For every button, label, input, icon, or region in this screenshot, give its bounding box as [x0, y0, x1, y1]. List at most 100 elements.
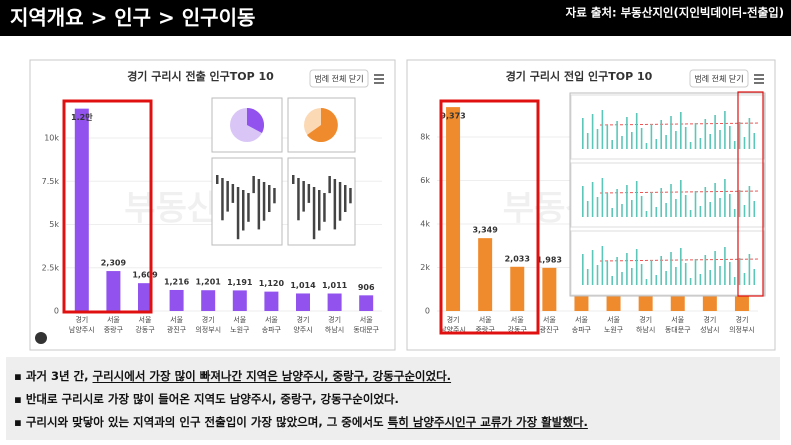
x-tick-label: 경기 — [328, 315, 341, 324]
thumb-bar — [640, 128, 643, 149]
thumb-bar — [660, 256, 662, 285]
thumb-bar — [616, 189, 618, 217]
thumb-bar — [596, 265, 599, 285]
x-tick-label: 서울 — [575, 315, 588, 324]
bar — [359, 295, 374, 311]
thumb-bar — [655, 139, 658, 149]
x-tick-label: 서울 — [107, 315, 120, 324]
thumb-pie — [307, 108, 338, 142]
thumb-bar — [684, 195, 687, 217]
thumb-bar — [626, 253, 628, 285]
thumb-bar — [704, 187, 707, 217]
x-tick-label: 강동구 — [135, 325, 155, 334]
thumb-bar — [591, 182, 594, 217]
data-label: 1,609 — [132, 271, 158, 280]
x-tick-label: 하남시 — [636, 325, 655, 334]
legend-button[interactable] — [309, 69, 369, 88]
thumb-bar — [729, 126, 731, 149]
y-tick-label: 10k — [44, 134, 59, 143]
thumb-bar — [670, 252, 672, 285]
thumb-bar — [328, 176, 331, 194]
y-tick-label: 2.5k — [42, 263, 60, 272]
data-label: 2,309 — [101, 259, 127, 268]
y-tick-label: 5k — [49, 220, 59, 229]
notes-box: ▪ 과거 3년 간, 구리시에서 가장 많이 빠져나간 지역은 남양주시, 중랑… — [6, 357, 780, 440]
thumb-bar — [753, 201, 756, 217]
data-label: 1.2만 — [71, 112, 93, 122]
thumb-bar — [748, 186, 751, 217]
thumb-bar — [631, 200, 633, 217]
thumb-bar — [733, 209, 736, 217]
thumb-bar — [591, 250, 594, 285]
thumb-bar — [645, 211, 648, 217]
logo — [35, 332, 47, 344]
data-label: 1,983 — [537, 255, 562, 264]
thumb-bar — [738, 122, 741, 149]
thumb-bar — [257, 179, 261, 230]
thumb-bar — [252, 176, 255, 194]
thumb-bar — [236, 187, 240, 240]
thumb-bar — [635, 113, 638, 149]
thumb-bar — [318, 190, 321, 231]
data-label: 9,373 — [440, 112, 465, 121]
thumb-bar — [273, 188, 276, 204]
data-label: 3,349 — [472, 226, 498, 235]
thumb-bar — [635, 181, 638, 217]
thumb-bar — [231, 184, 235, 203]
x-tick-label: 의정부시 — [729, 325, 755, 334]
thumb-bar — [645, 143, 648, 149]
x-tick-label: 송파구 — [262, 325, 282, 334]
legend-button[interactable] — [689, 69, 749, 88]
thumb-bar — [680, 248, 682, 285]
thumb-bar — [743, 273, 746, 285]
thumb-bar — [621, 136, 623, 149]
x-tick-label: 경기 — [297, 315, 310, 324]
x-tick-label: 광진구 — [540, 325, 560, 334]
thumb-bar — [297, 178, 300, 221]
thumb-bar — [714, 251, 716, 285]
thumb-bar — [733, 277, 736, 285]
x-tick-label: 동대문구 — [353, 326, 379, 334]
thumb-bar — [743, 137, 746, 149]
bar — [264, 291, 279, 311]
y-tick-label: 2k — [420, 263, 430, 272]
header-bar — [0, 0, 791, 36]
x-tick-label: 동대문구 — [665, 326, 691, 334]
x-tick-label: 서울 — [543, 315, 556, 324]
x-tick-label: 서울 — [607, 315, 620, 324]
note-emphasis: 구리시에서 가장 많이 빠져나간 지역은 남양주시, 중랑구, 강동구순이었다. — [92, 369, 452, 383]
thumb-bar — [709, 134, 711, 149]
thumb-bar — [729, 262, 731, 285]
thumb-bar — [650, 124, 653, 149]
thumb-bar — [582, 186, 584, 217]
x-tick-label: 서울 — [139, 315, 152, 324]
highlight-box — [62, 99, 153, 314]
thumb-bar — [655, 207, 658, 217]
thumb-bar — [292, 175, 295, 184]
thumb-bar — [606, 193, 609, 217]
thumb-bar — [689, 142, 692, 149]
x-tick-label: 성남시 — [700, 325, 719, 334]
thumb-bar — [694, 123, 697, 149]
thumb-bar — [748, 118, 751, 149]
source-note: 자료 출처: 부동산지인(지인빅데이터-전출입) — [566, 6, 784, 20]
thumb-bar — [699, 138, 702, 149]
thumb-bar — [591, 114, 594, 149]
data-label: 2,033 — [505, 254, 530, 263]
thumb-bar — [338, 182, 342, 221]
x-tick-label: 서울 — [511, 315, 524, 324]
x-tick-label: 서울 — [479, 315, 492, 324]
thumb-bar — [635, 249, 638, 285]
thumb-bar — [601, 110, 604, 149]
thumb-bar — [719, 198, 721, 217]
thumb-bar — [738, 258, 741, 285]
thumb-bar — [307, 184, 311, 203]
data-label: 1,191 — [227, 278, 253, 287]
thumb-bar — [596, 129, 599, 149]
thumb-bar — [689, 210, 692, 217]
bar — [74, 108, 89, 311]
thumb-bar — [660, 120, 662, 149]
thumb-bar — [680, 112, 682, 149]
thumb-bar — [694, 259, 697, 285]
data-label: 1,216 — [164, 277, 190, 286]
